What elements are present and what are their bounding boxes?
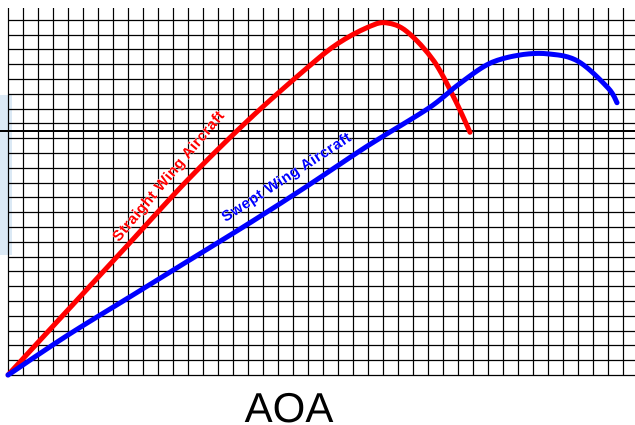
series-line-swept-wing-aircraft bbox=[5, 50, 620, 378]
grid bbox=[7, 8, 635, 377]
x-axis-title: AOA bbox=[245, 384, 334, 425]
left-edge-shading bbox=[0, 95, 12, 255]
series-line-straight-wing-aircraft bbox=[5, 20, 473, 378]
series-lines bbox=[5, 20, 620, 378]
